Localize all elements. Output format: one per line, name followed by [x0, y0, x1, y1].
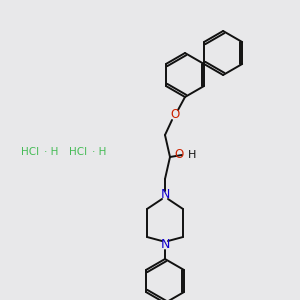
Text: N: N: [160, 188, 170, 202]
Text: HCl: HCl: [21, 147, 39, 157]
Text: · H: · H: [92, 147, 106, 157]
Text: N: N: [160, 238, 170, 251]
Text: O: O: [175, 148, 184, 161]
Text: HCl: HCl: [69, 147, 87, 157]
Text: · H: · H: [44, 147, 58, 157]
Text: H: H: [188, 150, 196, 160]
Text: O: O: [170, 109, 180, 122]
